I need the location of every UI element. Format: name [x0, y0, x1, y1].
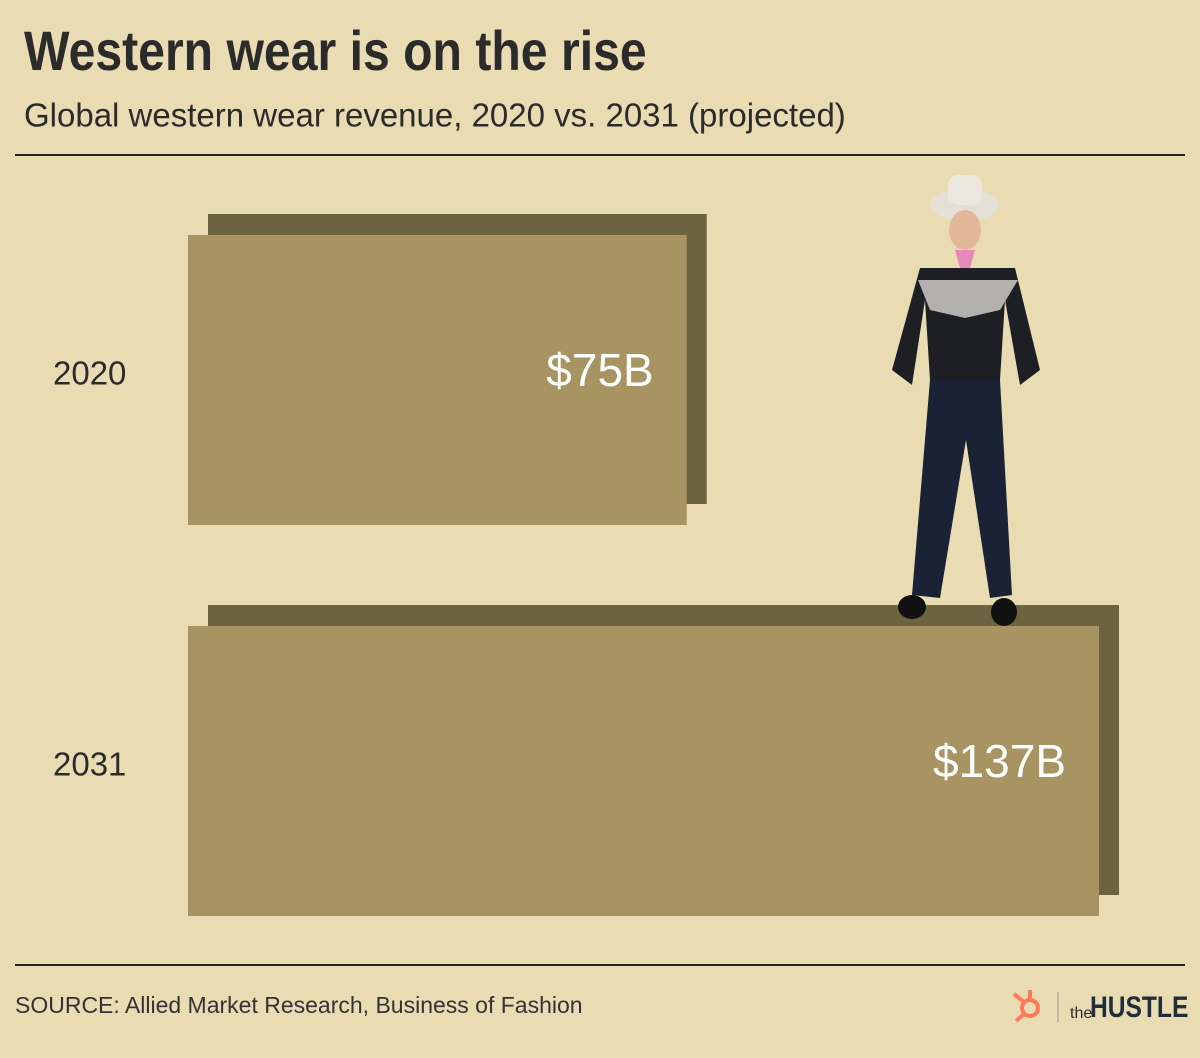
- trousers: [912, 380, 1012, 598]
- logo-icon: [1014, 1012, 1026, 1023]
- hat: [948, 175, 982, 205]
- bar: [188, 235, 687, 525]
- category-label: 2031: [53, 746, 126, 783]
- head: [949, 210, 981, 250]
- brand-name: HUSTLE: [1090, 990, 1188, 1024]
- source: SOURCE: Allied Market Research, Business…: [15, 992, 583, 1018]
- cowboy-illustration: [892, 175, 1040, 626]
- value-label: $75B: [546, 344, 653, 396]
- boot: [898, 595, 926, 619]
- fringe: [918, 280, 1018, 318]
- boot: [991, 598, 1017, 626]
- scarf: [955, 250, 975, 268]
- logo-icon: [1012, 992, 1026, 1004]
- chart-title: Western wear is on the rise: [24, 20, 647, 82]
- category-label: 2020: [53, 355, 126, 392]
- brand-logo: the HUSTLE: [1012, 990, 1188, 1024]
- chart-subtitle: Global western wear revenue, 2020 vs. 20…: [24, 97, 846, 134]
- brand-prefix: the: [1070, 1005, 1092, 1022]
- bar: [188, 626, 1099, 916]
- value-label: $137B: [933, 735, 1066, 787]
